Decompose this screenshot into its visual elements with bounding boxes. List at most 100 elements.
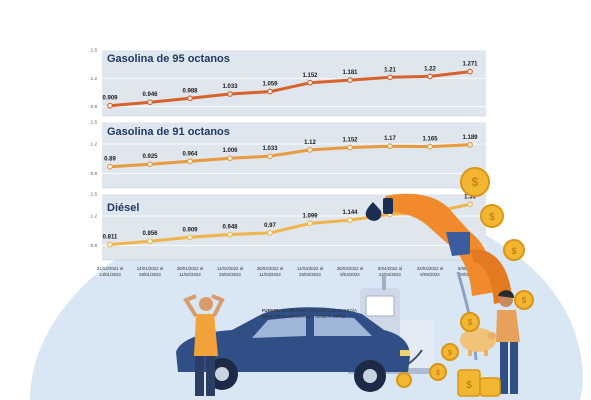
data-label: 1.144 bbox=[342, 210, 358, 216]
data-point bbox=[427, 143, 433, 150]
svg-text:INFO: DPTO. INFOGRAFÍA GESE A.: INFO: DPTO. INFOGRAFÍA GESE A. ORTIZ bbox=[262, 314, 346, 319]
data-point bbox=[107, 102, 113, 109]
y-tick-label: 1.2 bbox=[91, 76, 98, 81]
data-point bbox=[267, 88, 273, 95]
data-point bbox=[267, 153, 273, 160]
data-point bbox=[147, 99, 153, 106]
data-point bbox=[307, 79, 313, 86]
y-tick-label: 0.8 bbox=[91, 243, 98, 248]
y-tick-label: 1.5 bbox=[91, 48, 98, 53]
svg-text:$: $ bbox=[472, 175, 479, 189]
data-label: 0.988 bbox=[182, 88, 198, 94]
data-label: 1.152 bbox=[342, 138, 358, 144]
woman-icon bbox=[496, 290, 520, 394]
x-tick-label: 14/01/2022 al 28/01/2022 bbox=[137, 266, 164, 277]
x-tick-label: 31/12/2021 al 14/01/2022 bbox=[97, 266, 124, 277]
data-label: 0.909 bbox=[182, 227, 198, 233]
chart-title: Gasolina de 91 octanos bbox=[107, 126, 230, 138]
y-tick-label: 0.8 bbox=[91, 171, 98, 176]
oil-drop-icon bbox=[365, 202, 382, 221]
data-label: 0.909 bbox=[102, 96, 118, 102]
data-label: 1.033 bbox=[262, 146, 278, 152]
data-label: 1.189 bbox=[462, 135, 478, 141]
data-label: 0.925 bbox=[142, 154, 158, 160]
svg-text:$: $ bbox=[489, 212, 495, 223]
data-point bbox=[427, 73, 433, 80]
series-line bbox=[108, 143, 472, 169]
svg-text:$: $ bbox=[522, 296, 527, 305]
data-label: 1.165 bbox=[422, 137, 438, 143]
svg-text:$: $ bbox=[448, 350, 452, 357]
data-point bbox=[387, 74, 393, 81]
data-label: 1.181 bbox=[342, 70, 358, 76]
svg-text:$: $ bbox=[466, 380, 472, 391]
illustration: $ $ $ $ $ $ $ $ bbox=[176, 167, 534, 397]
data-label: 1.152 bbox=[302, 73, 318, 79]
data-point bbox=[107, 163, 113, 170]
data-label: 1.033 bbox=[222, 84, 238, 90]
x-tick-label: 25/02/2022 al 11/03/2022 bbox=[257, 266, 284, 277]
svg-text:$: $ bbox=[436, 370, 440, 377]
svg-text:FUENTE: SECRETARÍA NACIONAL DE: FUENTE: SECRETARÍA NACIONAL DE ENERGÍA bbox=[262, 308, 357, 313]
data-label: 1.17 bbox=[384, 136, 396, 142]
coin-icon: $ $ $ $ $ $ $ $ bbox=[396, 167, 534, 397]
data-label: 0.948 bbox=[222, 224, 238, 230]
data-label: 0.946 bbox=[142, 92, 158, 98]
data-point bbox=[187, 158, 193, 165]
data-label: 0.856 bbox=[142, 231, 158, 237]
data-label: 0.811 bbox=[103, 235, 118, 241]
data-label: 1.271 bbox=[462, 62, 478, 68]
data-label: 1.12 bbox=[304, 140, 316, 146]
y-tick-label: 1.5 bbox=[91, 120, 98, 125]
data-point bbox=[347, 217, 353, 224]
chart-plot-area bbox=[102, 50, 486, 116]
data-point bbox=[347, 77, 353, 83]
data-label: 1.099 bbox=[302, 213, 318, 219]
x-tick-label: 11/03/2022 al 25/03/2022 bbox=[297, 266, 323, 277]
series-line bbox=[108, 70, 472, 108]
x-tick-label: 8/04/2022 al 22/04/2022 bbox=[378, 266, 402, 277]
data-point bbox=[347, 144, 353, 151]
data-label: 0.97 bbox=[264, 223, 276, 229]
x-tick-label: 22/04/2022 al 6/05/2022 bbox=[417, 266, 444, 277]
y-tick-label: 1.2 bbox=[91, 142, 98, 147]
source-note: FUENTE: SECRETARÍA NACIONAL DE ENERGÍA I… bbox=[262, 308, 357, 319]
data-point bbox=[147, 238, 153, 245]
data-label: 1.006 bbox=[222, 148, 238, 154]
data-label: 1.21 bbox=[384, 67, 396, 73]
data-point bbox=[227, 155, 233, 162]
chart-gasolina-91: 0.8 1.2 1.5 Gasolina de 91 octanos 0.89 0.925… bbox=[91, 120, 486, 189]
piggy-bank-icon bbox=[460, 328, 496, 356]
data-label: 1.22 bbox=[424, 66, 436, 72]
chart-gasolina-95: 0.9 1.2 1.5 Gasolina de 95 octanos 0.909 0.94… bbox=[91, 48, 486, 117]
data-point bbox=[467, 68, 473, 75]
chart-title: Diésel bbox=[107, 202, 139, 214]
y-tick-label: 0.9 bbox=[91, 104, 98, 109]
data-point bbox=[467, 201, 473, 208]
data-point bbox=[307, 146, 313, 153]
chart-title: Gasolina de 95 octanos bbox=[107, 53, 230, 65]
data-point bbox=[147, 161, 153, 168]
data-label: 0.89 bbox=[104, 157, 116, 163]
man-icon bbox=[183, 294, 225, 396]
y-tick-label: 1.5 bbox=[91, 192, 98, 197]
data-point bbox=[187, 234, 193, 241]
svg-text:$: $ bbox=[468, 318, 473, 327]
x-tick-label: 28/01/2022 al 11/02/2022 bbox=[177, 266, 204, 277]
data-point bbox=[187, 95, 193, 102]
chart-plot-area bbox=[102, 122, 486, 188]
data-point bbox=[267, 229, 273, 236]
data-label: 1.36 bbox=[464, 194, 476, 200]
x-tick-label: 11/02/2022 al 25/02/2022 bbox=[217, 266, 243, 277]
data-point bbox=[227, 231, 233, 238]
data-point bbox=[227, 91, 233, 97]
data-point bbox=[107, 241, 113, 248]
data-label: 0.964 bbox=[182, 151, 198, 157]
svg-text:$: $ bbox=[511, 246, 516, 256]
data-point bbox=[467, 141, 473, 148]
x-tick-label: 25/03/2022 al 8/04/2022 bbox=[337, 266, 364, 277]
data-label: 1.059 bbox=[262, 82, 278, 88]
y-tick-label: 1.2 bbox=[91, 214, 98, 219]
data-point bbox=[387, 143, 393, 150]
